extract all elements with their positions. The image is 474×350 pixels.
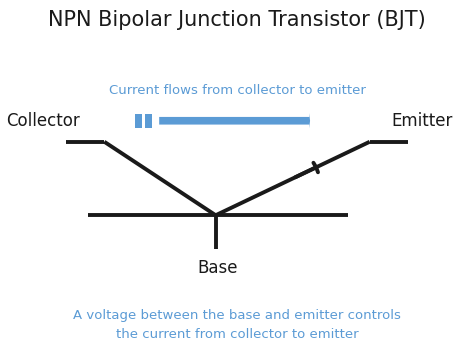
Text: the current from collector to emitter: the current from collector to emitter: [116, 328, 358, 341]
Text: Collector: Collector: [6, 112, 80, 130]
Text: Emitter: Emitter: [391, 112, 453, 130]
FancyBboxPatch shape: [135, 114, 142, 128]
Text: NPN Bipolar Junction Transistor (BJT): NPN Bipolar Junction Transistor (BJT): [48, 10, 426, 30]
Text: Current flows from collector to emitter: Current flows from collector to emitter: [109, 84, 365, 98]
Text: A voltage between the base and emitter controls: A voltage between the base and emitter c…: [73, 308, 401, 322]
FancyBboxPatch shape: [145, 114, 152, 128]
Text: Base: Base: [198, 259, 238, 277]
